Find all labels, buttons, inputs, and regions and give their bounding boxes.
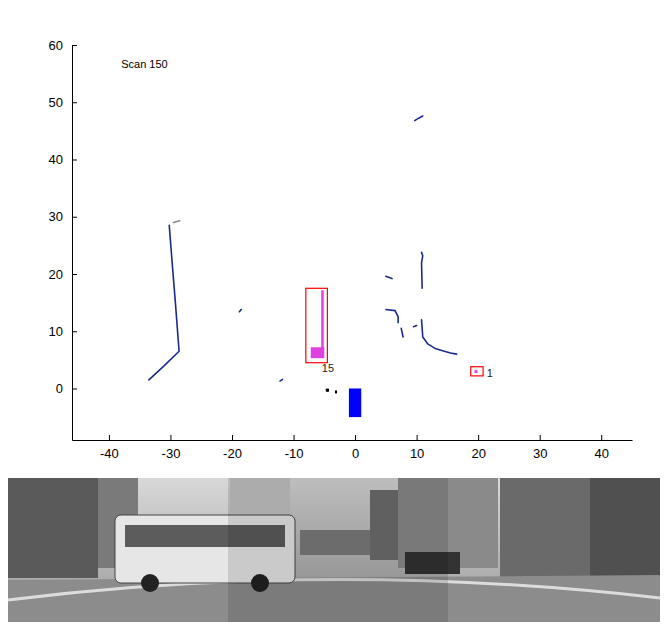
annotation: Scan 150: [121, 58, 167, 70]
tick-label: 10: [410, 446, 424, 461]
tick: 60: [49, 38, 77, 53]
scan-segment: [149, 225, 179, 380]
tick: 10: [410, 435, 424, 461]
tick-mark: [232, 435, 233, 440]
tick: 30: [49, 209, 77, 224]
photo-building: [590, 478, 660, 588]
track-box: [471, 367, 483, 376]
photo-sky: [8, 478, 660, 622]
tick-label: 30: [49, 209, 63, 224]
tick: 20: [49, 267, 77, 282]
tick-label: -10: [285, 446, 304, 461]
scan-segment: [386, 309, 398, 322]
tick-label: 40: [594, 446, 608, 461]
tick-mark: [109, 435, 110, 440]
scan-point: [335, 390, 337, 393]
tick: -30: [162, 435, 181, 461]
axis-line: [72, 46, 73, 441]
tick-label: 50: [49, 95, 63, 110]
camera-panorama: [8, 478, 660, 622]
scan-segment: [386, 276, 392, 278]
tick: 0: [352, 435, 359, 461]
tick-label: 20: [471, 446, 485, 461]
scan-point: [327, 389, 329, 392]
tick-mark: [355, 435, 356, 440]
axis-line: [73, 440, 633, 441]
tick: 40: [594, 435, 608, 461]
scan-segment: [321, 291, 324, 348]
photo-wheel: [141, 574, 159, 592]
tick-mark: [72, 388, 77, 389]
scan-segment: [174, 221, 180, 223]
tick-mark: [540, 435, 541, 440]
tick-mark: [170, 435, 171, 440]
tick: 30: [533, 435, 547, 461]
tick-mark: [72, 217, 77, 218]
tick-mark: [478, 435, 479, 440]
tick-mark: [72, 45, 77, 46]
tick-label: -40: [100, 446, 119, 461]
tick-mark: [72, 159, 77, 160]
track-points: [474, 370, 477, 373]
tick-label: 30: [533, 446, 547, 461]
tick-label: -20: [223, 446, 242, 461]
tick: -10: [285, 435, 304, 461]
ego-vehicle: [349, 388, 361, 417]
track-box: [306, 288, 328, 362]
scan-segment: [401, 328, 403, 337]
figure: -40 -30 -20 -10 0 10 20 30 40 0 10 20 30 40 50 60 Scan 1…: [0, 0, 668, 627]
tick-label: 20: [49, 267, 63, 282]
photo-seam: [228, 478, 448, 622]
tick: 0: [56, 381, 77, 396]
photo-building: [500, 478, 590, 578]
scan-segment: [422, 252, 423, 288]
tick-label: -30: [162, 446, 181, 461]
tick: -40: [100, 435, 119, 461]
y-axis: 0 10 20 30 40 50 60: [49, 38, 77, 441]
photo-building: [8, 478, 98, 578]
tick: -20: [223, 435, 242, 461]
tick-label: 40: [49, 152, 63, 167]
tick-mark: [72, 102, 77, 103]
tick-label: 60: [49, 38, 63, 53]
scan-segment: [280, 379, 282, 381]
tick: 20: [471, 435, 485, 461]
x-axis: -40 -30 -20 -10 0 10 20 30 40: [73, 435, 633, 461]
tick: 40: [49, 152, 77, 167]
tick-mark: [601, 435, 602, 440]
tick-mark: [72, 331, 77, 332]
track-label: 15: [322, 362, 334, 374]
track-label: 1: [487, 367, 493, 379]
tick: 10: [49, 324, 77, 339]
tick: 50: [49, 95, 77, 110]
plot-area: [149, 116, 483, 417]
tick-label: 10: [49, 324, 63, 339]
scan-segment: [415, 116, 423, 121]
tick-label: 0: [352, 446, 359, 461]
scan-segment: [414, 326, 417, 327]
tick-label: 0: [56, 381, 63, 396]
tick-mark: [72, 274, 77, 275]
scan-segment: [422, 320, 457, 354]
tick-mark: [294, 435, 295, 440]
tick-mark: [417, 435, 418, 440]
scan-segment: [239, 309, 241, 311]
